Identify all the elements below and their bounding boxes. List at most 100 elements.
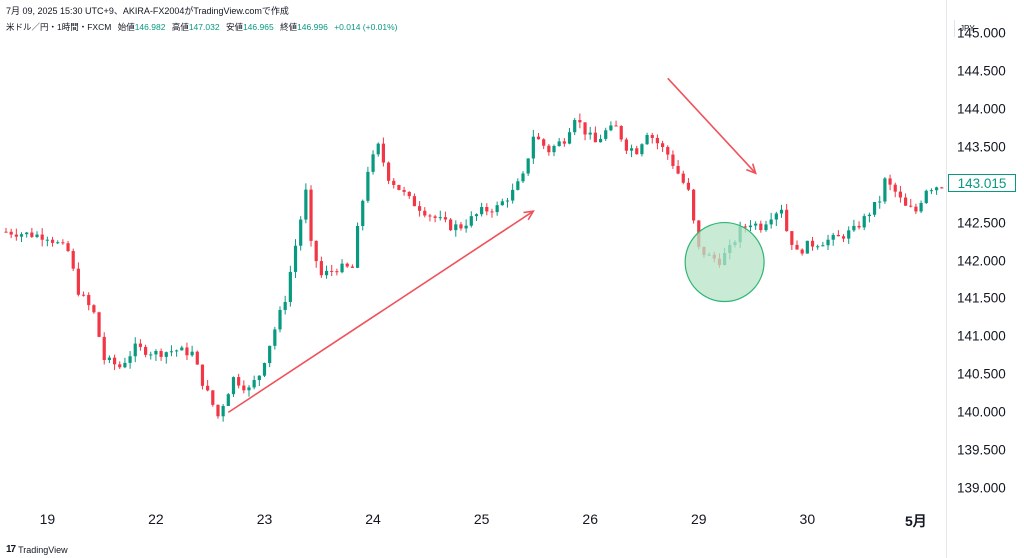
candle-body (433, 216, 437, 218)
candle-body (609, 125, 613, 131)
candle-body (366, 171, 370, 201)
candle-body (324, 270, 329, 276)
candle-body (154, 350, 158, 355)
candle-body (102, 336, 106, 361)
price-tick-label: 141.000 (957, 328, 1006, 344)
candle-body (443, 217, 448, 220)
candle-body (66, 243, 70, 251)
candle-body (247, 387, 251, 391)
price-axis[interactable] (946, 0, 1024, 558)
candle-body (293, 245, 298, 272)
candle-body (30, 232, 34, 237)
open-label: 始値 (117, 22, 135, 32)
candle-body (45, 239, 49, 241)
candle-body (480, 206, 484, 215)
candle-body (371, 154, 375, 172)
candle-body (567, 132, 572, 144)
candle-body (588, 132, 592, 135)
trend-arrow-head (746, 163, 757, 175)
candle-body (257, 375, 261, 381)
price-tick-label: 142.000 (957, 253, 1006, 269)
time-tick-label: 19 (39, 511, 56, 527)
candle-body (619, 126, 623, 140)
candle-body (743, 226, 747, 228)
candle-body (216, 404, 220, 417)
last-price-badge: 143.015 (948, 174, 1016, 193)
price-tick-label: 142.500 (957, 215, 1006, 231)
high-value: 147.032 (188, 22, 220, 32)
candle-body (81, 294, 86, 296)
chart-info-header: 7月 09, 2025 15:30 UTC+9、AKIRA-FX2004がTra… (6, 6, 289, 16)
tradingview-footer[interactable]: 17 TradingView (6, 544, 68, 555)
candle-body (40, 234, 44, 240)
candle-body (4, 231, 8, 233)
candle-body (355, 225, 360, 268)
candle-body (531, 136, 535, 159)
candle-body (810, 240, 815, 247)
open-value: 146.982 (134, 22, 166, 32)
time-tick-label: 30 (799, 511, 816, 527)
candle-body (666, 146, 670, 155)
low-label: 安値 (225, 22, 243, 32)
price-tick-label: 141.500 (957, 290, 1006, 306)
candle-body (614, 125, 618, 127)
candle-body (924, 190, 928, 204)
candle-body (50, 239, 55, 243)
candle-body (143, 346, 148, 355)
candle-body (56, 242, 60, 244)
low-value: 146.965 (242, 22, 274, 32)
candle-body (676, 165, 680, 174)
candle-body (107, 357, 111, 361)
currency-label[interactable]: JPY (954, 20, 1016, 37)
trend-arrow-line (227, 210, 534, 414)
candle-body (381, 143, 386, 163)
candle-body (386, 162, 391, 181)
candle-body (164, 352, 168, 357)
candle-body (61, 242, 65, 244)
candle-body (418, 206, 422, 211)
candle-body (71, 250, 75, 269)
candle-body (800, 249, 804, 254)
brand-label: TradingView (18, 544, 68, 555)
candle-body (237, 377, 241, 386)
candle-body (826, 239, 830, 246)
candle-body (185, 347, 189, 356)
candle-body (278, 309, 282, 330)
candle-body (180, 347, 184, 351)
candle-body (474, 214, 479, 217)
candle-body (175, 350, 179, 352)
candle-body (692, 189, 696, 221)
candle-body (340, 263, 344, 273)
candle-body (490, 211, 494, 213)
candle-body (872, 202, 877, 215)
candle-body (919, 203, 923, 212)
candle-body (9, 231, 13, 235)
annotations-group (227, 77, 765, 414)
candle-body (128, 356, 132, 363)
candle-body (169, 351, 174, 353)
candle-body (893, 184, 897, 192)
candle-body (149, 354, 153, 356)
time-tick-label: 26 (582, 511, 598, 527)
candle-body (221, 405, 225, 417)
candle-body (847, 230, 851, 239)
candle-body (361, 200, 365, 226)
candle-body (583, 122, 587, 135)
candle-body (495, 205, 499, 213)
time-tick-label: 25 (473, 511, 490, 527)
candle-body (226, 394, 230, 406)
candle-body (505, 200, 510, 202)
price-tick-label: 139.000 (957, 480, 1006, 496)
candle-body (660, 143, 665, 147)
candle-body (376, 143, 380, 155)
candle-body (402, 189, 406, 192)
candle-body (138, 343, 143, 347)
candle-body (578, 120, 582, 123)
candle-body (350, 266, 354, 268)
symbol-name[interactable]: 米ドル／円・1時間・FXCM (6, 22, 112, 32)
candle-body (511, 189, 515, 201)
candle-body (557, 141, 561, 147)
candle-body (87, 294, 91, 306)
candles-group (4, 113, 944, 422)
